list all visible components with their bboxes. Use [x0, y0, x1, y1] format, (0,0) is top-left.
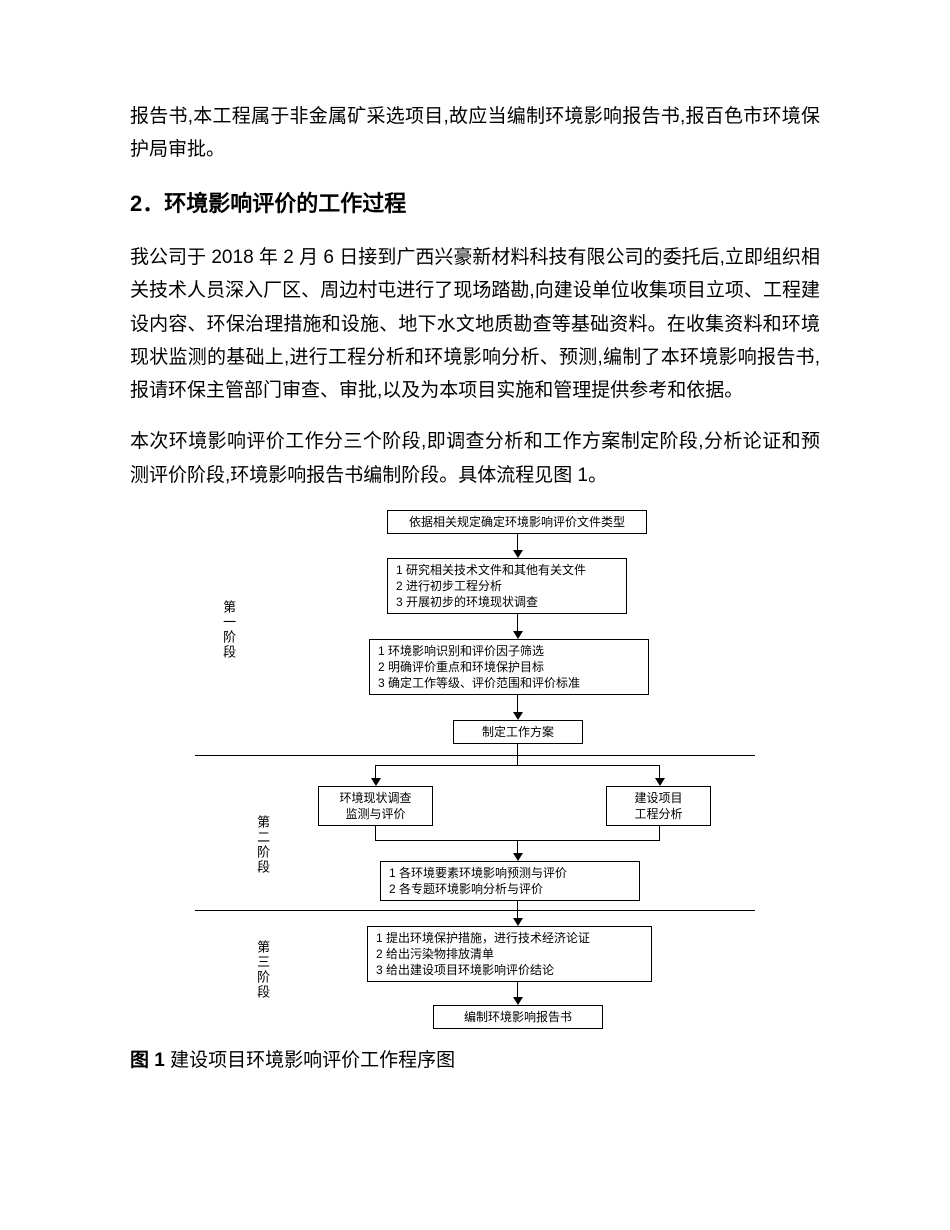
arrow-icon [513, 918, 523, 926]
flowchart: 第一阶段 第二阶段 第三阶段 依据相关规定确定环境影响评价文件类型 1 研究相关… [195, 510, 755, 1030]
connector [375, 765, 376, 779]
flow-box-5-l1: 环境现状调查 [327, 790, 424, 806]
stage-1-text: 第一阶段 [220, 600, 236, 660]
stage-2-text: 第二阶段 [254, 815, 270, 875]
flow-box-2-l3: 3 开展初步的环境现状调查 [396, 594, 618, 610]
flow-box-2-l1: 1 研究相关技术文件和其他有关文件 [396, 562, 618, 578]
flow-box-1: 依据相关规定确定环境影响评价文件类型 [387, 510, 647, 534]
arrow-icon [371, 778, 381, 786]
flow-box-3-l1: 1 环境影响识别和评价因子筛选 [378, 643, 640, 659]
flow-box-3-l2: 2 明确评价重点和环境保护目标 [378, 659, 640, 675]
figure-caption: 图 1 建设项目环境影响评价工作程序图 [130, 1044, 820, 1077]
flow-box-6-l2: 工程分析 [615, 806, 702, 822]
paragraph-body-2: 本次环境影响评价工作分三个阶段,即调查分析和工作方案制定阶段,分析论证和预测评价… [130, 425, 820, 492]
figure-caption-text: 建设项目环境影响评价工作程序图 [165, 1050, 455, 1071]
flow-box-8: 1 提出环境保护措施，进行技术经济论证 2 给出污染物排放清单 3 给出建设项目… [367, 926, 652, 983]
connector [517, 901, 518, 919]
arrow-icon [513, 550, 523, 558]
flow-box-7-l1: 1 各环境要素环境影响预测与评价 [389, 865, 631, 881]
arrow-icon [513, 712, 523, 720]
paragraph-intro: 报告书,本工程属于非金属矿采选项目,故应当编制环境影响报告书,报百色市环境保护局… [130, 100, 820, 167]
arrow-icon [513, 853, 523, 861]
connector [517, 982, 518, 998]
arrow-icon [513, 631, 523, 639]
flow-box-5-l2: 监测与评价 [327, 806, 424, 822]
connector [517, 840, 518, 854]
connector [659, 826, 660, 840]
flow-box-2-l2: 2 进行初步工程分析 [396, 578, 618, 594]
flow-box-1-text: 依据相关规定确定环境影响评价文件类型 [409, 515, 625, 529]
connector [659, 765, 660, 779]
flow-box-3: 1 环境影响识别和评价因子筛选 2 明确评价重点和环境保护目标 3 确定工作等级… [369, 639, 649, 696]
section-heading: 2．环境影响评价的工作过程 [130, 185, 820, 224]
flow-box-2: 1 研究相关技术文件和其他有关文件 2 进行初步工程分析 3 开展初步的环境现状… [387, 558, 627, 615]
flow-box-6: 建设项目 工程分析 [606, 786, 711, 826]
flow-box-8-l2: 2 给出污染物排放清单 [376, 946, 643, 962]
arrow-icon [513, 997, 523, 1005]
flow-box-9-text: 编制环境影响报告书 [464, 1010, 572, 1024]
flow-box-5: 环境现状调查 监测与评价 [318, 786, 433, 826]
flow-box-4: 制定工作方案 [453, 720, 583, 744]
stage-3-label: 第三阶段 [251, 940, 273, 1004]
flow-box-8-l1: 1 提出环境保护措施，进行技术经济论证 [376, 930, 643, 946]
flow-box-4-text: 制定工作方案 [482, 725, 554, 739]
flowchart-container: 第一阶段 第二阶段 第三阶段 依据相关规定确定环境影响评价文件类型 1 研究相关… [130, 510, 820, 1030]
flow-box-7-l2: 2 各专题环境影响分析与评价 [389, 881, 631, 897]
flow-box-7: 1 各环境要素环境影响预测与评价 2 各专题环境影响分析与评价 [380, 861, 640, 901]
connector [517, 533, 518, 551]
connector [517, 743, 518, 765]
flow-box-3-l3: 3 确定工作等级、评价范围和评价标准 [378, 675, 640, 691]
connector [375, 765, 660, 766]
stage-divider [195, 755, 755, 756]
flow-box-8-l3: 3 给出建设项目环境影响评价结论 [376, 962, 643, 978]
flow-box-9: 编制环境影响报告书 [433, 1005, 603, 1029]
paragraph-body-1: 我公司于 2018 年 2 月 6 日接到广西兴豪新材料科技有限公司的委托后,立… [130, 241, 820, 407]
flow-box-6-l1: 建设项目 [615, 790, 702, 806]
stage-divider [195, 910, 755, 911]
figure-caption-number: 图 1 [130, 1050, 165, 1071]
connector [517, 695, 518, 713]
connector [375, 826, 376, 840]
stage-1-label: 第一阶段 [217, 600, 239, 664]
stage-3-text: 第三阶段 [254, 940, 270, 1000]
connector [517, 614, 518, 632]
arrow-icon [655, 778, 665, 786]
stage-2-label: 第二阶段 [251, 815, 273, 879]
